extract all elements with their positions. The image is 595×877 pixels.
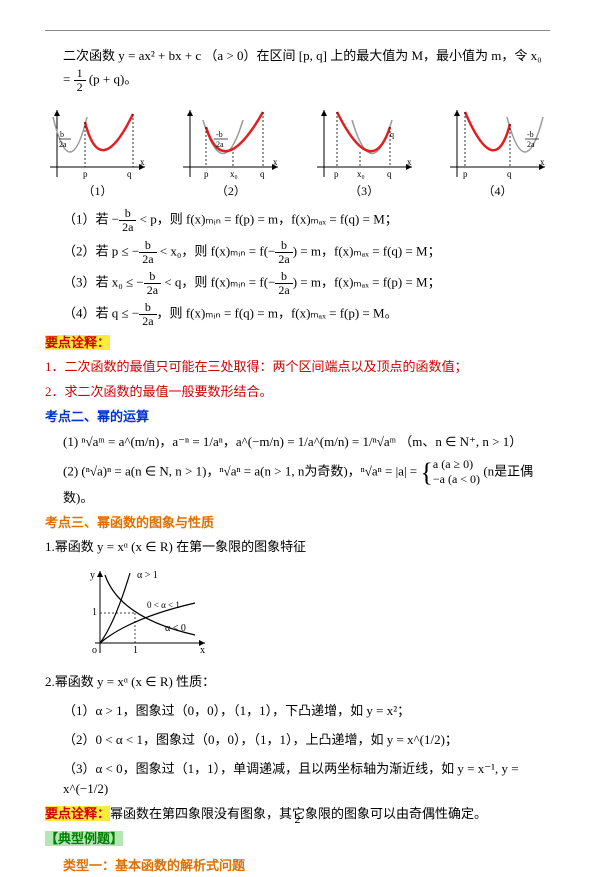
svg-text:q: q [390,130,394,139]
intro-tail: (p + q)。 [89,71,138,86]
svg-text:y: y [90,570,95,581]
case-3: （3）若 x₀ ≤ −b2a < q，则 f(x)ₘᵢₙ = f(−b2a) =… [45,270,550,297]
svg-text:α < 0: α < 0 [165,623,186,634]
svg-text:1: 1 [92,607,97,618]
svg-text:2a: 2a [527,140,535,149]
svg-text:-b: -b [216,130,223,139]
graph-2: p x₀ q -b 2a x （2） [178,102,283,199]
svg-text:x: x [407,157,412,167]
svg-text:p: p [463,169,468,179]
parabola-graphs: p q b 2a x （1） p x₀ q [45,102,550,199]
kaodian3-prop-2: （2）0 < α < 1，图象过（0，0），（1，1），上凸递增，如 y = x… [45,730,550,751]
case-4: （4）若 q ≤ −b2a，则 f(x)ₘᵢₙ = f(q) = m，f(x)ₘ… [45,301,550,328]
yaodian1-title: 要点诠释： [45,333,550,354]
svg-text:o: o [92,645,97,656]
graph-4: p q -b 2a x （4） [445,102,550,199]
page-number: 2 [0,812,595,827]
parabola-svg-2: p x₀ q -b 2a x [178,102,283,182]
svg-text:-b: -b [527,130,534,139]
graph-label-2: （2） [178,182,283,199]
svg-text:x: x [200,645,205,656]
svg-text:2a: 2a [59,140,67,149]
graph-1: p q b 2a x （1） [45,102,150,199]
graph-label-4: （4） [445,182,550,199]
intro-text: 二次函数 y = ax² + bx + c （a > 0）在区间 [p, q] … [45,46,550,94]
svg-text:q: q [260,169,265,179]
svg-text:x: x [140,157,145,167]
leixing-1: 类型一：基本函数的解析式问题 [45,856,550,877]
parabola-svg-3: p x₀ q q x [312,102,417,182]
svg-text:q: q [507,169,512,179]
graph-label-3: （3） [312,182,417,199]
yaodian1-item-1: 1．二次函数的最值只可能在三处取得：两个区间端点以及顶点的函数值； [45,357,550,378]
parabola-svg-1: p q b 2a x [45,102,150,182]
kaodian3-item-1: 1.幂函数 y = xᵅ (x ∈ R) 在第一象限的图象特征 [45,537,550,558]
kaodian3-title: 考点三、幂函数的图象与性质 [45,513,550,534]
svg-text:1: 1 [133,645,138,656]
case-2: （2）若 p ≤ −b2a < x₀，则 f(x)ₘᵢₙ = f(−b2a) =… [45,239,550,266]
svg-text:α > 1: α > 1 [137,570,158,581]
parabola-svg-4: p q -b 2a x [445,102,550,182]
yaodian1-item-2: 2．求二次函数的最值一般要数形结合。 [45,382,550,403]
kaodian3-item-2: 2.幂函数 y = xᵅ (x ∈ R) 性质： [45,672,550,693]
svg-text:p: p [83,169,88,179]
svg-text:p: p [204,169,209,179]
kaodian3-prop-1: （1）α > 1，图象过（0，0），（1，1），下凸递增，如 y = x²； [45,701,550,722]
kaodian3-prop-3: （3）α < 0，图象过（1，1），单调递减，且以两坐标轴为渐近线，如 y = … [45,759,550,801]
svg-text:0 < α < 1: 0 < α < 1 [147,600,180,610]
svg-text:q: q [387,169,392,179]
kaodian2-title: 考点二、幂的运算 [45,407,550,428]
svg-text:p: p [334,169,339,179]
graph-3: p x₀ q q x （3） [312,102,417,199]
svg-text:x₀: x₀ [230,169,238,179]
svg-text:q: q [127,169,132,179]
svg-text:b: b [60,130,64,139]
svg-text:x: x [540,157,545,167]
case-1: （1）若 −b2a < p，则 f(x)ₘᵢₙ = f(p) = m，f(x)ₘ… [45,207,550,234]
graph-label-1: （1） [45,182,150,199]
svg-text:x: x [273,157,278,167]
kaodian2-formula-2: (2) (ⁿ√a)ⁿ = a(n ∈ N, n > 1)，ⁿ√aⁿ = a(n … [45,457,550,509]
svg-text:x₀: x₀ [357,169,365,179]
kaodian2-formula-1: (1) ⁿ√aᵐ = a^(m/n)，a⁻ⁿ = 1/aⁿ，a^(−m/n) =… [45,432,550,453]
power-function-graph: α > 1 0 < α < 1 α < 0 o 1 1 x y [75,563,550,667]
svg-text:2a: 2a [216,140,224,149]
dianxing-title: 【典型例题】 [45,829,550,850]
